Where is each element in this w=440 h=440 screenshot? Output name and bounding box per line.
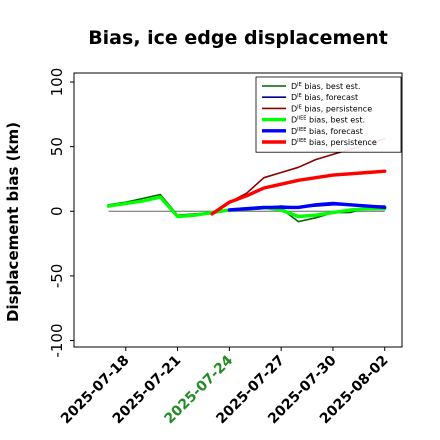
x-axis: 2025-07-182025-07-212025-07-242025-07-27… xyxy=(58,347,392,427)
y-tick-label: -100 xyxy=(48,324,66,358)
legend-entry: DIE bias, persistence xyxy=(291,104,372,113)
y-tick-label: 100 xyxy=(48,68,66,97)
legend-entry: DIIEE bias, forecast xyxy=(291,127,363,136)
y-tick-label: 50 xyxy=(48,137,66,156)
chart-title: Bias, ice edge displacement xyxy=(88,27,388,49)
series-line-6 xyxy=(210,169,387,216)
y-tick-label: 0 xyxy=(48,207,66,217)
legend-frame xyxy=(255,76,402,153)
plot-area xyxy=(73,72,403,348)
legend-entry: DIE bias, best est. xyxy=(291,82,360,91)
plot-frame xyxy=(73,72,403,348)
series-layer xyxy=(106,138,387,223)
legend-entry: DIE bias, forecast xyxy=(291,93,358,102)
legend-entry: DIIEE bias, persistence xyxy=(291,138,377,147)
y-tick-label: -50 xyxy=(48,264,66,289)
y-axis: 100 50 0 -50 -100 xyxy=(48,68,74,358)
legend-entry: DIIEE bias, best est. xyxy=(291,116,365,125)
series-line-5 xyxy=(227,201,387,212)
series-line-4 xyxy=(106,195,387,219)
legend: DIE bias, best est. DIE bias, forecast DIE… xyxy=(255,76,402,153)
y-axis-label: Displacement bias (km) xyxy=(4,122,22,322)
